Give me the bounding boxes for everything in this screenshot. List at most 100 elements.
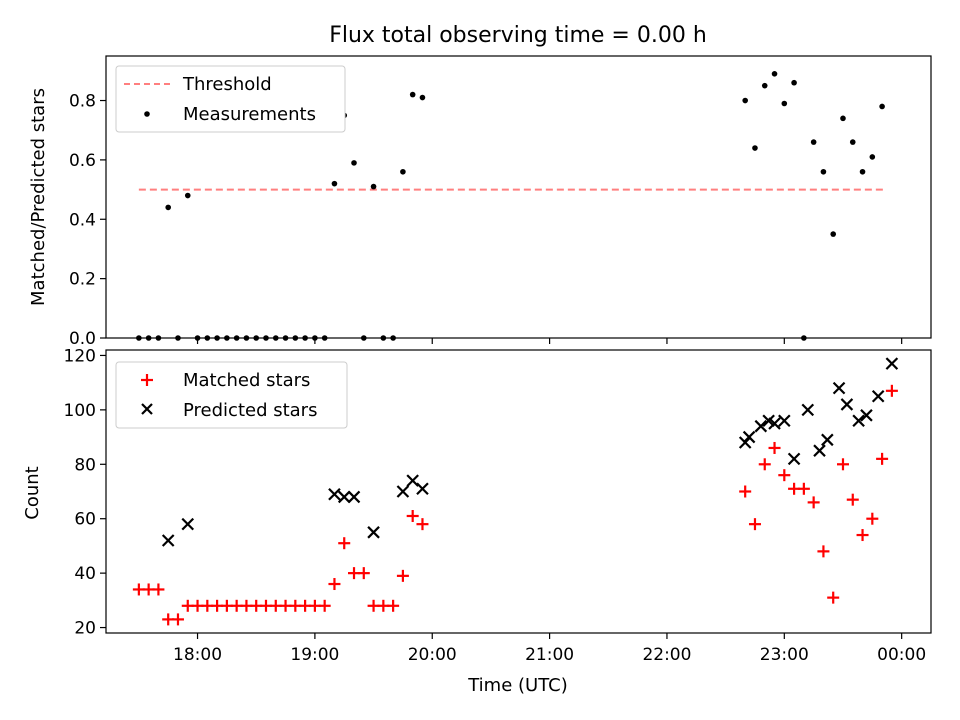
top-y-tick-label: 0.0 bbox=[69, 329, 96, 349]
matched-point bbox=[817, 545, 830, 558]
bottom-plot-frame bbox=[105, 349, 932, 634]
matched-point bbox=[396, 569, 409, 582]
predicted-point bbox=[840, 398, 854, 411]
bottom-legend: Matched stars Predicted stars bbox=[115, 361, 348, 429]
matched-point bbox=[338, 537, 351, 550]
predicted-legend-label: Predicted stars bbox=[183, 400, 317, 421]
bottom-y-tick-label: 20 bbox=[74, 619, 96, 639]
measurement-point bbox=[272, 335, 279, 341]
matched-point bbox=[885, 384, 898, 397]
measurement-point bbox=[331, 180, 338, 187]
measurement-point bbox=[292, 335, 299, 341]
measurement-point bbox=[879, 103, 885, 110]
matched-point bbox=[318, 599, 331, 612]
predicted-point bbox=[821, 433, 834, 447]
predicted-point bbox=[181, 517, 195, 531]
bottom-y-tick-label: 80 bbox=[74, 455, 96, 475]
predicted-point bbox=[396, 485, 410, 498]
matched-point bbox=[778, 469, 791, 482]
matched-point bbox=[797, 482, 810, 495]
bottom-y-tick-label: 60 bbox=[74, 510, 96, 530]
measurement-point bbox=[145, 335, 152, 341]
measurement-point bbox=[752, 145, 758, 151]
measurement-point bbox=[360, 335, 367, 341]
top-y-tick-label: 0.8 bbox=[69, 92, 96, 112]
measurement-point bbox=[214, 335, 220, 341]
measurement-point bbox=[224, 335, 230, 341]
matched-point bbox=[416, 518, 429, 531]
measurement-point bbox=[351, 160, 357, 166]
bottom-y-tick-label: 40 bbox=[74, 564, 96, 584]
matched-point bbox=[836, 458, 849, 471]
bottom-y-tick-label: 100 bbox=[64, 401, 96, 421]
measurement-point bbox=[801, 335, 807, 341]
measurement-point bbox=[409, 91, 416, 98]
measurement-point bbox=[263, 335, 269, 341]
bottom-legend-box bbox=[115, 361, 348, 429]
top-y-tick-label: 0.2 bbox=[69, 270, 96, 290]
top-plot-frame bbox=[105, 55, 932, 339]
matched-point bbox=[807, 496, 820, 509]
top-y-axis: 0.0 0.2 0.4 0.6 0.8 bbox=[69, 92, 106, 349]
measurement-point bbox=[321, 335, 328, 341]
measurement-point bbox=[771, 71, 778, 77]
measurement-point bbox=[400, 168, 406, 175]
predicted-point bbox=[787, 452, 801, 466]
predicted-point bbox=[860, 409, 873, 422]
matched-legend-label: Matched stars bbox=[183, 370, 310, 391]
predicted-point bbox=[406, 474, 419, 487]
measurement-point bbox=[165, 204, 171, 211]
matched-point bbox=[387, 599, 400, 612]
x-tick-label: 22:00 bbox=[642, 645, 691, 665]
measurement-point bbox=[155, 335, 162, 341]
measurement-point bbox=[742, 97, 748, 104]
x-axis-label: Time (UTC) bbox=[467, 675, 568, 696]
measurement-point bbox=[840, 115, 846, 122]
x-tick-label: 21:00 bbox=[525, 645, 574, 665]
predicted-point bbox=[813, 444, 826, 457]
top-y-tick-label: 0.4 bbox=[69, 210, 96, 230]
top-y-tick-label: 0.6 bbox=[69, 151, 96, 171]
x-tick-label: 19:00 bbox=[290, 645, 339, 665]
measurement-point bbox=[233, 335, 240, 341]
top-legend: Threshold Measurements bbox=[115, 65, 346, 133]
matched-legend-swatch bbox=[141, 374, 153, 386]
x-axis: 18:00 19:00 20:00 21:00 22:00 23:00 00:00 bbox=[173, 338, 926, 665]
measurement-point bbox=[175, 335, 181, 341]
matched-point bbox=[768, 441, 781, 454]
matched-point bbox=[876, 452, 889, 465]
measurement-point bbox=[253, 335, 260, 341]
x-tick-label: 20:00 bbox=[408, 645, 457, 665]
predicted-legend-swatch bbox=[141, 403, 153, 415]
measurement-point bbox=[830, 231, 837, 237]
measurement-point bbox=[380, 335, 387, 341]
chart-title: Flux total observing time = 0.00 h bbox=[329, 23, 707, 48]
predicted-point bbox=[161, 534, 175, 547]
bottom-y-axis: 20 40 60 80 100 120 bbox=[64, 346, 106, 639]
measurement-point bbox=[302, 335, 308, 341]
measurement-point bbox=[136, 335, 142, 341]
predicted-point bbox=[852, 414, 865, 428]
measurement-point bbox=[761, 82, 768, 89]
matched-point bbox=[357, 567, 370, 580]
predicted-point bbox=[768, 417, 781, 430]
measurement-point bbox=[869, 154, 876, 160]
predicted-point bbox=[416, 482, 429, 496]
predicted-point bbox=[871, 389, 885, 403]
predicted-point bbox=[337, 490, 351, 504]
measurement-point bbox=[390, 335, 396, 341]
predicted-point bbox=[367, 526, 380, 539]
measurements-legend-label: Measurements bbox=[183, 104, 316, 125]
measurement-point bbox=[370, 183, 377, 190]
predicted-point bbox=[347, 490, 361, 504]
bottom-y-tick-label: 120 bbox=[64, 346, 96, 366]
threshold-legend-label: Threshold bbox=[182, 74, 272, 95]
measurement-point bbox=[820, 168, 827, 175]
measurement-point bbox=[791, 79, 797, 86]
bottom-y-axis-label: Count bbox=[22, 466, 43, 519]
predicted-point bbox=[778, 414, 791, 428]
matched-point bbox=[739, 485, 752, 498]
matched-point bbox=[846, 493, 859, 506]
top-legend-box bbox=[115, 65, 346, 133]
